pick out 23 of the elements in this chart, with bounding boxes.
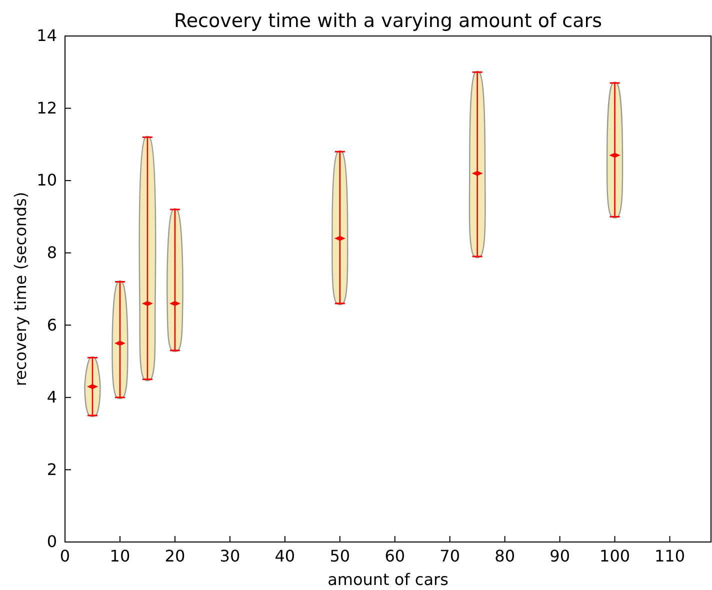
x-tick-label: 40	[274, 546, 296, 566]
y-tick-label: 14	[36, 26, 57, 46]
x-tick-label: 30	[220, 546, 240, 566]
y-tick-label: 2	[46, 460, 57, 479]
y-tick-label: 8	[46, 242, 57, 262]
x-tick-label: 100	[600, 546, 630, 566]
x-tick-label: 50	[330, 546, 350, 566]
chart-title: Recovery time with a varying amount of cars	[174, 10, 602, 32]
y-tick-label: 4	[46, 388, 57, 407]
x-axis-title: amount of cars	[328, 570, 448, 589]
y-axis-title: recovery time (seconds)	[11, 192, 30, 386]
x-tick-label: 10	[110, 546, 130, 566]
x-tick-label: 60	[384, 546, 406, 566]
y-tick-label: 0	[46, 532, 57, 552]
x-tick-label: 110	[654, 546, 686, 566]
x-tick-label: 0	[60, 546, 70, 566]
y-tick-label: 12	[36, 98, 57, 118]
x-tick-label: 90	[550, 546, 570, 566]
y-tick-label: 10	[36, 170, 57, 190]
x-tick-label: 70	[440, 546, 460, 566]
x-tick-label: 80	[494, 546, 516, 566]
y-tick-label: 6	[46, 315, 57, 334]
x-tick-label: 20	[164, 546, 186, 566]
